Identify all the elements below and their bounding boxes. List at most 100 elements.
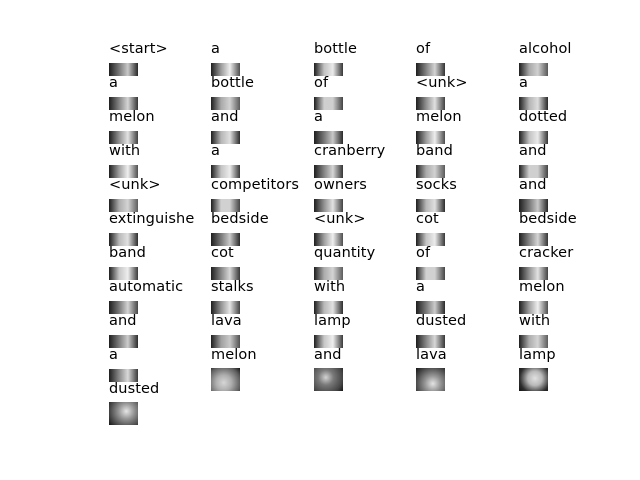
grid-cell: cracker — [519, 244, 621, 280]
grid-cell: band — [416, 142, 518, 178]
grid-cell: melon — [109, 108, 211, 144]
caption-word: a — [416, 279, 425, 295]
attention-thumbnail — [109, 402, 138, 425]
attention-thumbnail — [211, 63, 240, 76]
caption-word: bedside — [519, 211, 577, 227]
attention-map — [416, 165, 445, 178]
attention-thumbnail — [519, 97, 548, 110]
grid-cell: lava — [416, 346, 518, 416]
attention-thumbnail — [109, 335, 138, 348]
attention-map — [519, 267, 548, 280]
attention-map — [109, 301, 138, 314]
grid-cell: of — [416, 244, 518, 280]
caption-word: socks — [416, 177, 457, 193]
attention-map — [211, 131, 240, 144]
attention-thumbnail — [314, 233, 343, 246]
caption-word: lamp — [519, 347, 556, 363]
attention-map — [211, 267, 240, 280]
attention-map — [314, 233, 343, 246]
attention-thumbnail — [109, 267, 138, 280]
caption-word: dusted — [109, 381, 160, 397]
attention-map — [416, 63, 445, 76]
attention-thumbnail — [211, 165, 240, 178]
caption-word: bottle — [314, 41, 357, 57]
attention-map — [211, 233, 240, 246]
caption-word: a — [314, 109, 323, 125]
attention-thumbnail — [109, 199, 138, 212]
attention-thumbnail — [109, 233, 138, 246]
attention-map — [416, 368, 445, 391]
grid-cell: with — [109, 142, 211, 178]
caption-word: <unk> — [416, 75, 468, 91]
grid-cell: owners — [314, 176, 416, 212]
grid-cell: a — [416, 278, 518, 314]
grid-cell: cranberry — [314, 142, 416, 178]
caption-word: with — [109, 143, 141, 159]
attention-thumbnail — [416, 63, 445, 76]
grid-cell: alcohol — [519, 40, 621, 76]
attention-thumbnail — [416, 131, 445, 144]
attention-map — [314, 63, 343, 76]
attention-map — [416, 301, 445, 314]
attention-map — [519, 165, 548, 178]
caption-word: quantity — [314, 245, 376, 261]
attention-map — [109, 63, 138, 76]
attention-thumbnail — [519, 301, 548, 314]
attention-thumbnail — [211, 233, 240, 246]
caption-word: a — [211, 143, 220, 159]
attention-map — [519, 199, 548, 212]
caption-word: melon — [109, 109, 155, 125]
caption-word: and — [314, 347, 342, 363]
caption-word: extinguishe — [109, 211, 195, 227]
attention-thumbnail — [416, 335, 445, 348]
caption-word: melon — [519, 279, 565, 295]
attention-map — [519, 97, 548, 110]
attention-thumbnail — [416, 97, 445, 110]
caption-word: a — [211, 41, 220, 57]
caption-word: and — [109, 313, 137, 329]
attention-thumbnail — [314, 335, 343, 348]
grid-cell: <unk> — [314, 210, 416, 246]
grid-cell: stalks — [211, 278, 313, 314]
grid-cell: cot — [211, 244, 313, 280]
caption-word: dotted — [519, 109, 568, 125]
grid-cell: with — [519, 312, 621, 348]
caption-word: a — [109, 347, 118, 363]
caption-word: lava — [211, 313, 242, 329]
caption-word: automatic — [109, 279, 184, 295]
attention-map — [314, 335, 343, 348]
attention-map — [211, 63, 240, 76]
attention-thumbnail — [211, 335, 240, 348]
attention-thumbnail — [109, 63, 138, 76]
attention-map — [109, 369, 138, 382]
attention-map — [211, 199, 240, 212]
caption-word: stalks — [211, 279, 254, 295]
grid-cell: band — [109, 244, 211, 280]
caption-word: a — [109, 75, 118, 91]
caption-word: of — [416, 41, 431, 57]
caption-word: competitors — [211, 177, 299, 193]
attention-map — [416, 199, 445, 212]
attention-thumbnail — [314, 63, 343, 76]
attention-thumbnail — [519, 63, 548, 76]
attention-map — [109, 165, 138, 178]
grid-cell: bottle — [314, 40, 416, 76]
attention-thumbnail — [519, 267, 548, 280]
attention-thumbnail — [416, 199, 445, 212]
caption-word: with — [519, 313, 551, 329]
attention-map — [519, 301, 548, 314]
attention-thumbnail — [211, 131, 240, 144]
attention-map — [416, 233, 445, 246]
attention-thumbnail — [211, 301, 240, 314]
attention-thumbnail — [519, 131, 548, 144]
attention-thumbnail — [314, 267, 343, 280]
grid-cell: bedside — [211, 210, 313, 246]
caption-word: cot — [416, 211, 439, 227]
grid-cell: of — [314, 74, 416, 110]
grid-cell: bottle — [211, 74, 313, 110]
caption-word: a — [519, 75, 528, 91]
caption-word: and — [211, 109, 239, 125]
grid-cell: <unk> — [109, 176, 211, 212]
attention-map — [416, 267, 445, 280]
attention-thumbnail — [519, 233, 548, 246]
